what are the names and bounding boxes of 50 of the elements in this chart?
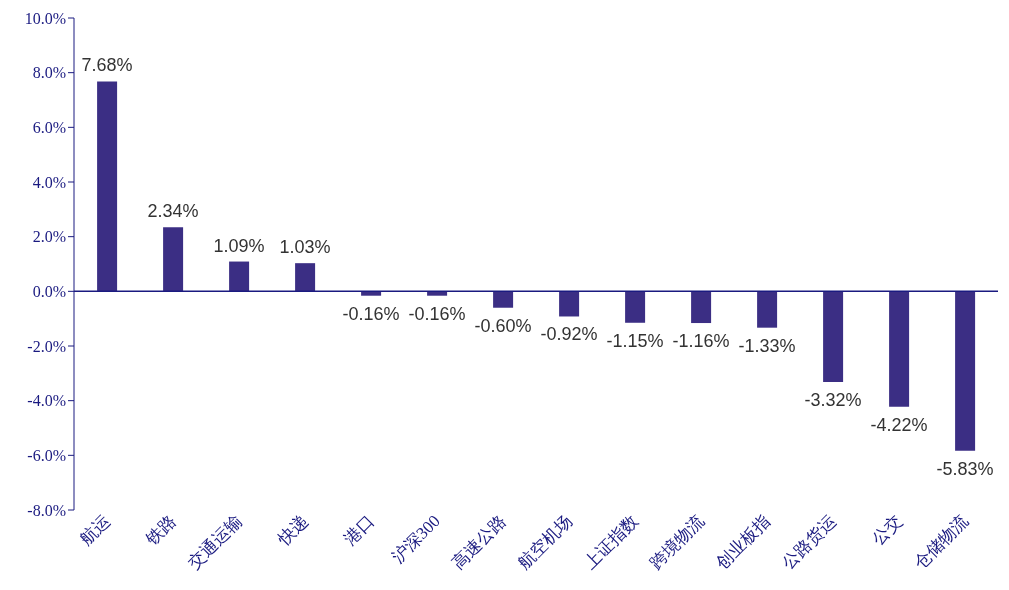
- y-tick-label: 10.0%: [24, 9, 66, 27]
- data-label: -0.60%: [474, 315, 532, 336]
- x-tick-label: 公交: [868, 511, 906, 549]
- data-label: -0.92%: [540, 324, 598, 345]
- bar: [757, 291, 778, 328]
- x-tick-label: 公路货运: [778, 511, 840, 573]
- x-tick-label: 铁路: [141, 511, 180, 550]
- data-label: -0.16%: [408, 303, 466, 324]
- x-tick-label: 航空机场: [514, 511, 576, 573]
- x-tick-label: 交通运输: [184, 511, 246, 573]
- data-label: -0.16%: [342, 303, 400, 324]
- y-tick-label: -2.0%: [27, 337, 66, 355]
- bar: [889, 291, 910, 407]
- data-label: 7.68%: [81, 55, 133, 76]
- bar: [97, 81, 118, 292]
- x-tick-label: 快递: [273, 511, 312, 550]
- data-label: 1.09%: [213, 235, 265, 256]
- data-label: -3.32%: [804, 390, 862, 411]
- bar: [559, 291, 580, 317]
- data-label: 1.03%: [279, 237, 331, 258]
- x-tick-label: 航运: [76, 511, 114, 549]
- bar: [295, 263, 316, 292]
- data-label: 2.34%: [147, 201, 199, 222]
- bar: [229, 261, 250, 292]
- y-tick-label: 4.0%: [32, 173, 66, 191]
- y-tick-label: -8.0%: [27, 501, 66, 519]
- bar: [955, 291, 976, 451]
- data-label: -1.16%: [672, 331, 730, 352]
- x-tick-label: 高速公路: [448, 511, 510, 573]
- x-tick-label: 跨境物流: [646, 511, 708, 573]
- data-label: -5.83%: [936, 458, 994, 479]
- bar: [823, 291, 844, 383]
- bar: [691, 291, 712, 324]
- bar: [163, 227, 184, 292]
- bar: [493, 291, 514, 308]
- data-label: -1.33%: [738, 335, 796, 356]
- data-label: -1.15%: [606, 330, 664, 351]
- x-tick-label: 仓储物流: [910, 511, 972, 573]
- data-label: -4.22%: [870, 414, 928, 435]
- y-tick-label: 6.0%: [32, 119, 66, 137]
- bar: [625, 291, 646, 323]
- x-tick-label: 沪深300: [388, 511, 444, 567]
- x-tick-label: 港口: [340, 511, 378, 549]
- y-tick-label: -4.0%: [27, 392, 66, 410]
- x-tick-label: 创业板指: [712, 511, 774, 573]
- y-tick-label: 8.0%: [32, 64, 66, 82]
- y-tick-label: 2.0%: [32, 228, 66, 246]
- y-tick-label: 0.0%: [32, 283, 66, 301]
- x-tick-label: 上证指数: [580, 511, 642, 573]
- y-tick-label: -6.0%: [27, 447, 66, 465]
